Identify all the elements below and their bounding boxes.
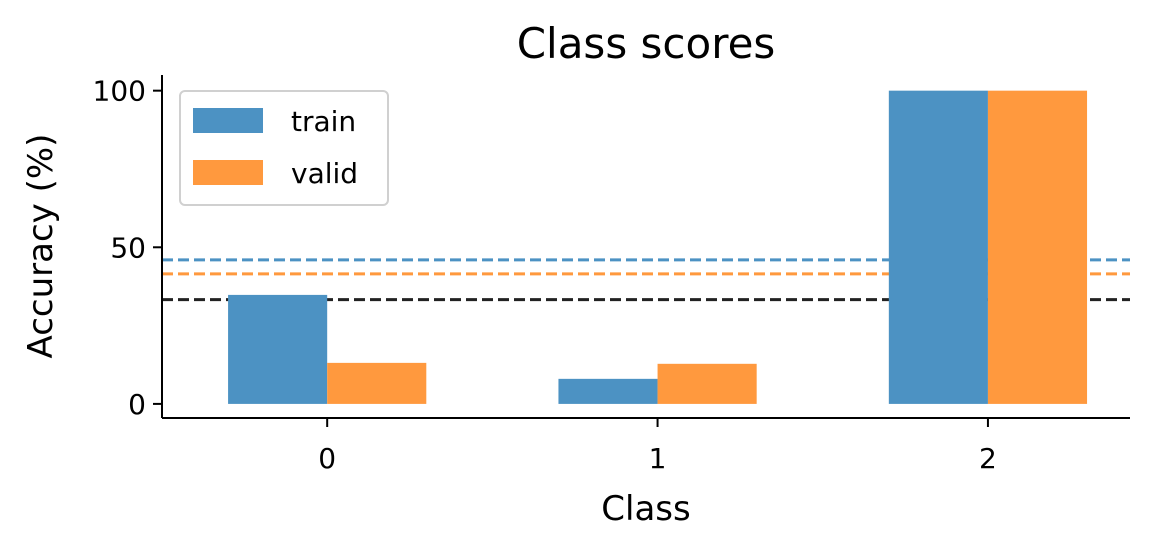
bar-valid-class-1: [657, 363, 757, 404]
bar-valid-class-2: [987, 90, 1088, 404]
y-axis-label: Accuracy (%): [21, 134, 61, 359]
x-ticks: 0 1 2: [318, 418, 997, 475]
x-tick-label: 1: [649, 442, 667, 475]
y-tick-label: 0: [128, 388, 146, 421]
legend-label-valid: valid: [291, 157, 358, 190]
chart-title: Class scores: [517, 19, 776, 68]
y-ticks: 0 50 100: [93, 75, 162, 421]
bar-train-class-2: [888, 90, 988, 404]
legend: train valid: [179, 90, 389, 206]
bar-train-class-1: [558, 378, 658, 404]
y-tick-label: 50: [110, 231, 146, 264]
x-tick-label: 0: [318, 442, 336, 475]
y-tick-label: 100: [93, 75, 146, 108]
legend-label-train: train: [291, 105, 356, 138]
bars-group: [228, 90, 1088, 404]
x-axis-label: Class: [601, 489, 690, 529]
bar-valid-class-0: [327, 362, 427, 404]
bar-train-class-0: [228, 294, 328, 404]
legend-swatch-valid: [193, 160, 263, 185]
legend-swatch-train: [193, 108, 263, 133]
x-tick-label: 2: [979, 442, 997, 475]
